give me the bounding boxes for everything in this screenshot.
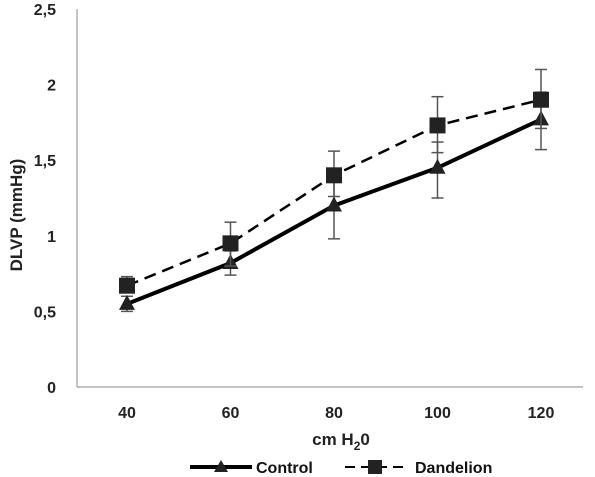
y-tick-label: 1 (47, 229, 56, 246)
data-point-square (326, 167, 342, 184)
y-axis-title: DLVP (mmHg) (7, 159, 26, 272)
data-point-square (429, 117, 446, 134)
x-tick-labels: 40 60 80 100 120 (118, 405, 554, 422)
axes (76, 9, 583, 388)
x-axis-title-subscript: 2 (354, 439, 361, 453)
y-tick-label: 0,5 (34, 304, 56, 321)
data-point-triangle (429, 158, 446, 174)
x-axis-title: cm H20 (312, 430, 370, 453)
data-point-triangle (326, 196, 342, 212)
legend: Control Dandelion (190, 460, 492, 477)
series-control (119, 91, 549, 313)
data-point-square (119, 277, 135, 294)
x-tick-label: 60 (222, 405, 240, 422)
legend-label-control: Control (256, 460, 313, 477)
data-point-triangle (119, 294, 135, 310)
x-tick-label: 120 (528, 405, 555, 422)
data-point-square (533, 91, 549, 108)
x-tick-label: 80 (325, 405, 343, 422)
data-point-square (222, 235, 239, 252)
y-tick-labels: 0 0,5 1 1,5 2 2,5 (34, 2, 56, 397)
x-axis-title-main: cm H (312, 430, 354, 449)
x-tick-label: 100 (424, 405, 451, 422)
legend-marker-square-icon (368, 460, 382, 474)
legend-marker-triangle-icon (214, 460, 228, 472)
legend-label-dandelion: Dandelion (415, 460, 492, 477)
y-tick-label: 2 (47, 78, 56, 95)
series-layer (119, 68, 549, 313)
y-tick-label: 2,5 (34, 2, 56, 19)
y-tick-label: 1,5 (34, 153, 56, 170)
legend-item-dandelion: Dandelion (345, 460, 492, 477)
x-tick-label: 40 (118, 405, 136, 422)
legend-item-control: Control (190, 460, 313, 477)
x-axis-title-tail: 0 (360, 430, 369, 449)
y-tick-label: 0 (47, 380, 56, 397)
series-dandelion (119, 68, 549, 294)
